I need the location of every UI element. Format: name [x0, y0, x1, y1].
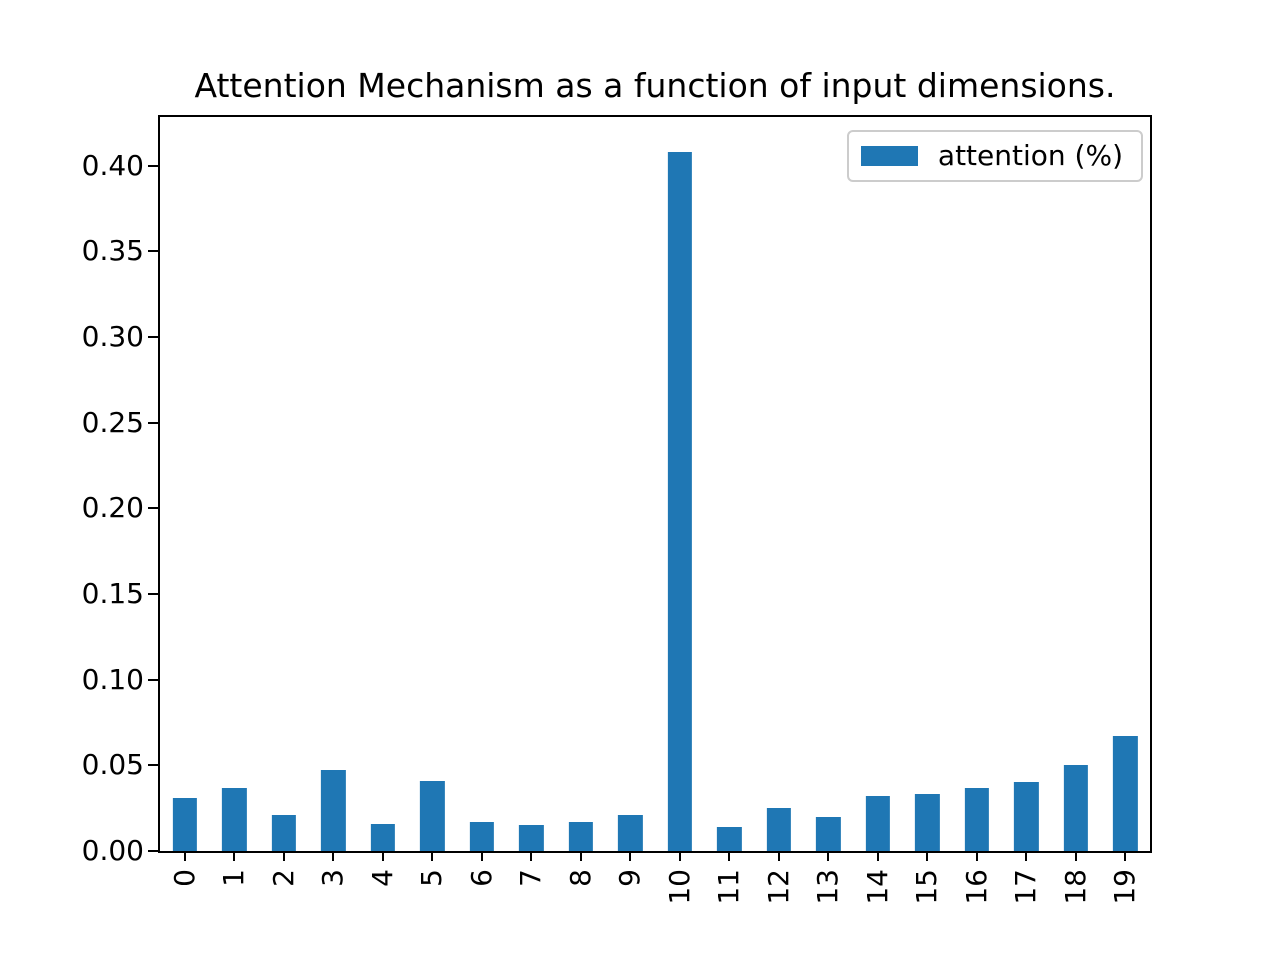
y-tick-label-0.30: 0.30: [81, 319, 144, 353]
x-tick-label-text: 19: [1108, 869, 1142, 905]
y-tick-0.10: [148, 678, 158, 681]
bar-12: [766, 808, 791, 851]
x-tick-16: [975, 851, 978, 861]
y-tick-label-0.20: 0.20: [81, 491, 144, 525]
x-tick-label-text: 16: [959, 869, 993, 905]
x-tick-3: [332, 851, 335, 861]
x-tick-label-text: 12: [761, 869, 795, 905]
x-tick-label-text: 13: [811, 869, 845, 905]
x-tick-label-text: 8: [563, 869, 597, 887]
bar-1: [222, 787, 247, 851]
bar-11: [717, 827, 742, 851]
bar-4: [370, 823, 395, 851]
x-tick-7: [530, 851, 533, 861]
x-tick-label-text: 6: [464, 869, 498, 887]
bar-15: [915, 794, 940, 851]
x-tick-2: [282, 851, 285, 861]
y-tick-0.00: [148, 850, 158, 852]
x-tick-11: [728, 851, 731, 861]
plot-area: attention (%) 0 1 2 3 4 5 6 7 8 9 10 11 12 13 14 15 16 17…: [82, 115, 1152, 905]
y-tick-label-0.25: 0.25: [81, 405, 144, 439]
x-tick-label-text: 10: [662, 869, 696, 905]
y-tick-label-0.05: 0.05: [81, 748, 144, 782]
bar-14: [865, 796, 890, 851]
y-tick-0.30: [148, 335, 158, 338]
legend-swatch-icon: [860, 146, 918, 166]
y-tick-0.40: [148, 164, 158, 167]
y-tick-0.20: [148, 507, 158, 510]
x-tick-0: [183, 851, 186, 861]
x-tick-label-text: 17: [1009, 869, 1043, 905]
x-tick-label-text: 0: [167, 869, 201, 887]
x-tick-label-text: 2: [266, 869, 300, 887]
x-tick-17: [1025, 851, 1028, 861]
y-tick-label-0.10: 0.10: [81, 662, 144, 696]
x-tick-label-text: 5: [415, 869, 449, 887]
x-tick-label-text: 11: [712, 869, 746, 905]
bar-18: [1063, 765, 1088, 851]
y-tick-label-0.00: 0.00: [81, 834, 144, 867]
x-tick-label-text: 7: [514, 869, 548, 887]
x-tick-5: [431, 851, 434, 861]
bar-10: [667, 151, 692, 851]
x-tick-6: [480, 851, 483, 861]
y-tick-0.35: [148, 250, 158, 253]
bar-16: [964, 787, 989, 851]
bar-13: [816, 816, 841, 851]
chart-title: Attention Mechanism as a function of inp…: [194, 66, 1116, 105]
x-tick-9: [629, 851, 632, 861]
bar-19: [1113, 736, 1138, 851]
x-tick-18: [1074, 851, 1077, 861]
x-tick-label-text: 15: [910, 869, 944, 905]
bar-9: [618, 815, 643, 851]
x-tick-label-text: 3: [316, 869, 350, 887]
y-tick-0.05: [148, 764, 158, 767]
x-tick-8: [579, 851, 582, 861]
x-tick-label-text: 1: [217, 869, 251, 887]
y-tick-label-0.35: 0.35: [81, 234, 144, 268]
x-tick-10: [678, 851, 681, 861]
y-tick-label-0.40: 0.40: [81, 148, 144, 182]
x-tick-1: [233, 851, 236, 861]
bar-7: [519, 825, 544, 851]
y-tick-label-0.15: 0.15: [81, 576, 144, 610]
y-tick-0.25: [148, 421, 158, 424]
x-tick-14: [876, 851, 879, 861]
x-tick-4: [381, 851, 384, 861]
x-tick-19: [1124, 851, 1127, 861]
x-tick-12: [777, 851, 780, 861]
bar-3: [321, 770, 346, 851]
legend: attention (%): [846, 130, 1143, 182]
x-tick-15: [926, 851, 929, 861]
bar-17: [1014, 782, 1039, 851]
bar-6: [469, 821, 494, 851]
bar-8: [568, 821, 593, 851]
bar-0: [172, 797, 197, 851]
x-tick-label-text: 14: [860, 869, 894, 905]
bar-2: [271, 815, 296, 851]
x-tick-label-text: 4: [365, 869, 399, 887]
x-tick-13: [827, 851, 830, 861]
x-tick-label-text: 9: [613, 869, 647, 887]
x-tick-label-text: 18: [1058, 869, 1092, 905]
bar-5: [420, 780, 445, 851]
legend-label: attention (%): [937, 139, 1123, 172]
y-tick-0.15: [148, 592, 158, 595]
